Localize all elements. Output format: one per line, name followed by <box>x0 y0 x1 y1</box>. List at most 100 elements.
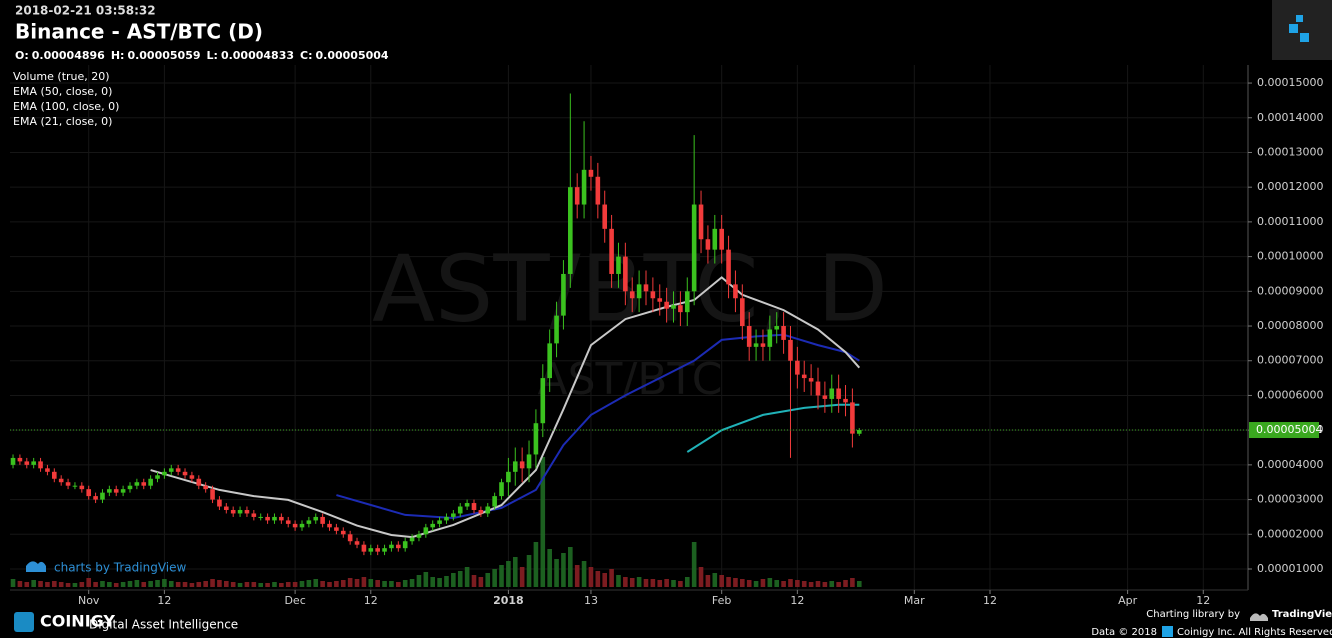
candle-body <box>423 527 429 535</box>
volume-bar <box>416 575 422 587</box>
volume-bar <box>733 578 738 587</box>
candle-body <box>492 496 497 507</box>
volume-bar <box>595 571 601 587</box>
volume-bar <box>86 578 92 587</box>
candle-body <box>602 204 608 229</box>
volume-bar <box>609 569 614 587</box>
candle-body <box>224 506 229 510</box>
candle-body <box>850 402 855 434</box>
axes: 0.00001000 0.00002000 0.00003000 0.00004000… <box>78 76 1324 607</box>
volume-bar <box>636 577 642 587</box>
y-tick-label: 0.00013000 <box>1257 145 1323 158</box>
watermark: AST/BTC, D <box>372 235 888 342</box>
ohlc-value: 0.00004833 <box>221 49 294 62</box>
candle-body <box>678 305 683 313</box>
volume-bar <box>526 555 532 587</box>
tradingview-badge[interactable]: charts by TradingView <box>26 561 186 575</box>
ohlc-value: 0.00005004 <box>316 49 389 62</box>
candle-body <box>265 516 270 521</box>
candle-body <box>464 503 470 507</box>
volume-bar <box>801 581 807 587</box>
volume-bar <box>485 573 491 587</box>
volume-bar <box>113 583 119 587</box>
grid <box>10 65 1248 590</box>
candle-body <box>788 339 793 361</box>
candle-body <box>10 457 16 465</box>
volume-bar <box>629 578 635 587</box>
volume-bar <box>657 580 663 587</box>
rights: Coinigy Inc. All Rights Reserved. <box>1177 627 1332 638</box>
x-tick-label: Mar <box>904 594 925 607</box>
candle-body <box>148 478 153 486</box>
volume-bar <box>519 567 525 587</box>
volume-bar <box>285 582 291 587</box>
y-tick-label: 0.00007000 <box>1257 354 1323 367</box>
volume-bar <box>492 569 497 587</box>
volume-bar <box>17 581 23 587</box>
candle-body <box>760 343 766 347</box>
footer: COINIGY Digital Asset Intelligence Chart… <box>14 609 1332 638</box>
candle-body <box>272 516 277 521</box>
candle-body <box>168 468 174 472</box>
candle-body <box>595 176 601 205</box>
volume-bar <box>100 581 105 587</box>
volume-bar <box>272 582 277 587</box>
candle-body <box>616 256 621 274</box>
legend-entry: EMA (50, close, 0) <box>13 85 112 98</box>
candle-body <box>712 228 718 250</box>
x-tick-label: 12 <box>364 594 378 607</box>
volume-bar <box>251 582 257 587</box>
candle-body <box>382 548 387 552</box>
candle-body <box>554 315 559 344</box>
credit[interactable]: charts by TradingView <box>54 561 186 575</box>
volume-bar <box>313 579 319 587</box>
y-tick-label: 0.00010000 <box>1257 250 1323 263</box>
volume-bar <box>705 575 711 587</box>
candle-body <box>774 326 780 330</box>
volume-bar <box>457 571 463 587</box>
candle-body <box>409 537 415 542</box>
candle-body <box>306 520 312 524</box>
legend-entry: EMA (21, close, 0) <box>13 115 112 128</box>
volume-bar <box>746 580 752 587</box>
volume-bar <box>224 581 229 587</box>
volume-bar <box>402 580 408 587</box>
volume-bar <box>182 582 188 587</box>
candle-body <box>127 485 133 490</box>
volume-bar <box>189 583 195 587</box>
volume-bar <box>451 573 456 587</box>
candle-body <box>402 541 408 549</box>
volume-bar <box>856 581 862 587</box>
candle-body <box>540 378 546 424</box>
volume-bar <box>554 559 559 587</box>
ohlc-value: 0.00004896 <box>32 49 105 62</box>
candle-body <box>781 326 786 340</box>
candle-body <box>499 482 504 497</box>
candle-body <box>327 523 332 528</box>
volume-bar <box>478 577 484 587</box>
candle-body <box>471 503 477 510</box>
candle-body <box>829 388 835 399</box>
candle-body <box>808 378 814 382</box>
candle-body <box>719 228 724 250</box>
candle-body <box>100 492 105 500</box>
candle-body <box>451 513 456 517</box>
last-price-box <box>1249 422 1319 439</box>
candle-body <box>113 489 119 493</box>
volume-bar <box>58 582 64 587</box>
volume-bar <box>409 579 415 587</box>
candle-body <box>58 478 64 483</box>
volume-bar <box>499 565 504 587</box>
volume-bar <box>361 577 367 587</box>
volume-bar <box>602 573 608 587</box>
candle-body <box>533 423 539 455</box>
volume-bar <box>423 572 429 587</box>
ohlc-label: O: <box>15 49 29 62</box>
volume-bar <box>93 582 98 587</box>
candle-body <box>801 374 807 379</box>
volume-bar <box>671 580 676 587</box>
volume-bar <box>120 582 126 587</box>
volume-bar <box>430 577 436 587</box>
candle-body <box>416 534 422 538</box>
candle-body <box>444 516 449 521</box>
